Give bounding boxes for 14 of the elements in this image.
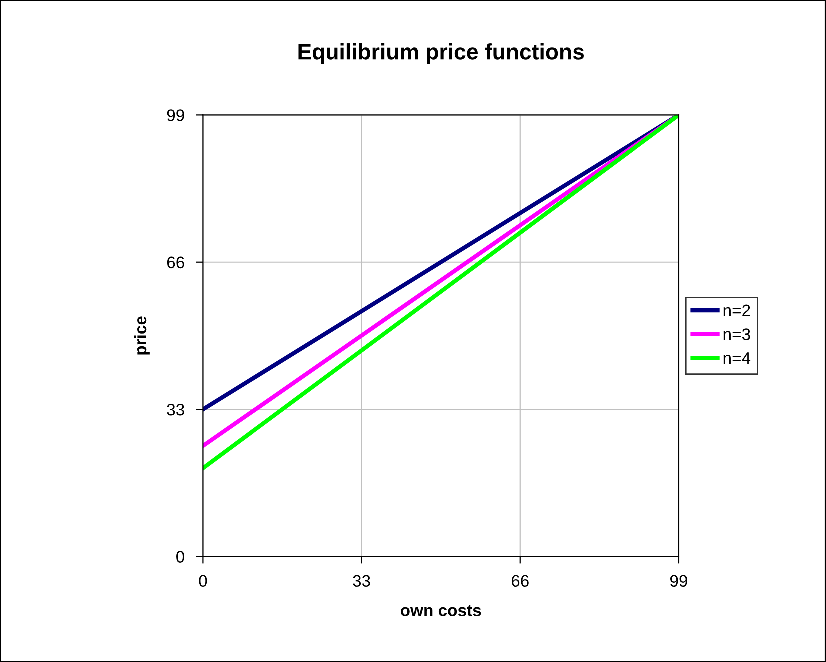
y-tick-label: 99 [167, 110, 184, 122]
x-tick-label: 33 [353, 575, 370, 588]
legend-label: n=3 [724, 328, 750, 340]
x-tick-label: 66 [512, 575, 529, 588]
y-tick-label: 66 [167, 256, 184, 269]
y-axis-title: price [134, 316, 150, 355]
x-axis-title: own costs [400, 605, 482, 616]
y-tick-label: 33 [167, 404, 184, 416]
chart-title: Equilibrium price functions [298, 44, 584, 64]
legend-label: n=4 [724, 352, 751, 364]
legend-label: n=2 [724, 304, 750, 316]
x-tick-label: 0 [199, 575, 208, 588]
y-tick-label: 0 [176, 551, 184, 563]
x-tick-label: 99 [670, 575, 688, 588]
